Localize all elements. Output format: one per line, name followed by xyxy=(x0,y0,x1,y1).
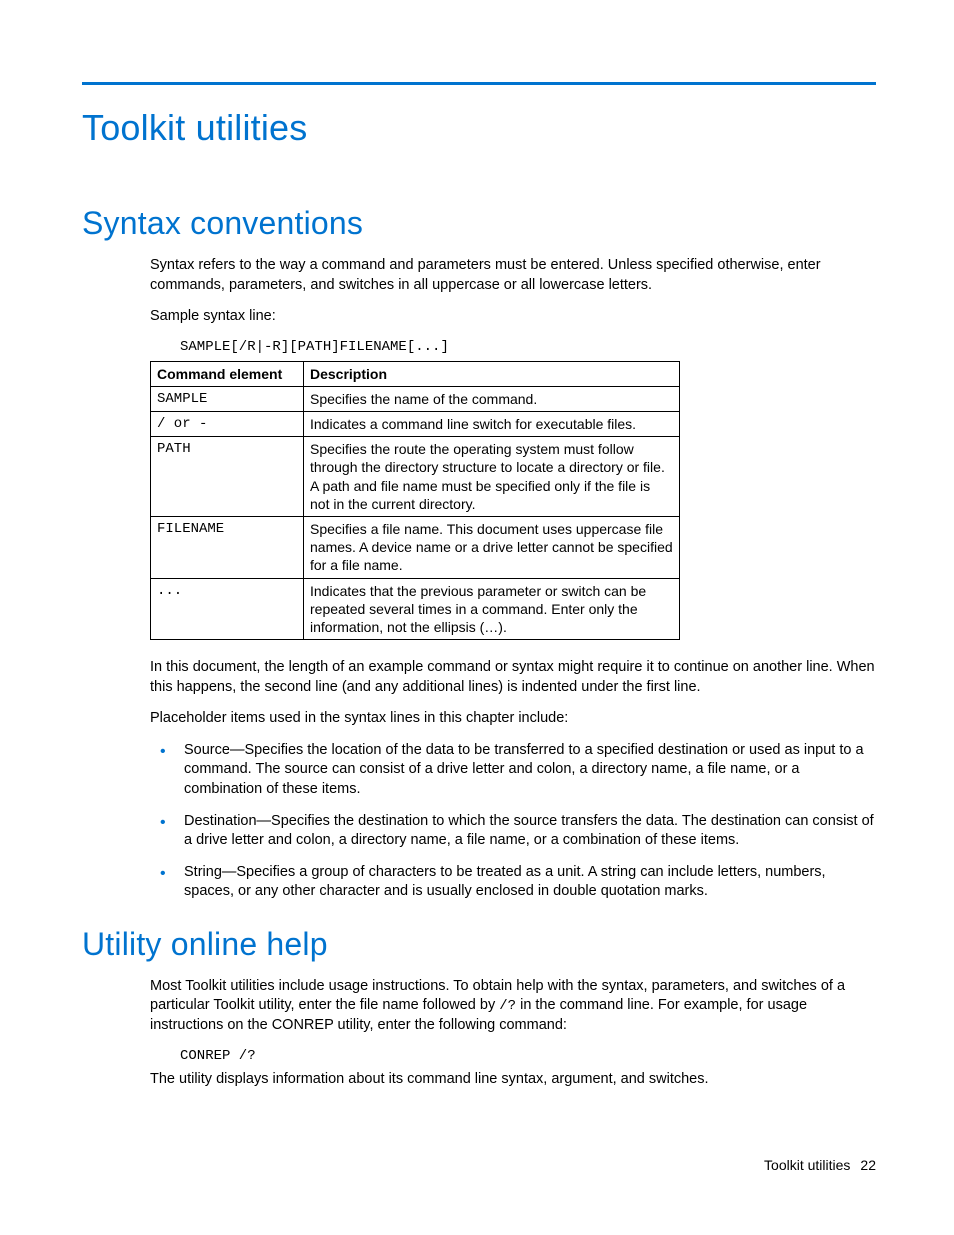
table-header-row: Command element Description xyxy=(151,361,680,386)
placeholders-intro: Placeholder items used in the syntax lin… xyxy=(150,709,876,729)
table-cell-element: / or - xyxy=(151,412,304,437)
section1-body: Syntax refers to the way a command and p… xyxy=(150,256,876,327)
table-cell-element: FILENAME xyxy=(151,517,304,579)
command-element-table: Command element Description SAMPLE Speci… xyxy=(150,361,680,640)
table-row: FILENAME Specifies a file name. This doc… xyxy=(151,517,680,579)
continuation-note: In this document, the length of an examp… xyxy=(150,658,876,697)
page-title: Toolkit utilities xyxy=(82,107,876,149)
section-heading-syntax: Syntax conventions xyxy=(82,205,876,242)
table-row: SAMPLE Specifies the name of the command… xyxy=(151,386,680,411)
table-cell-element: ... xyxy=(151,578,304,640)
syntax-intro: Syntax refers to the way a command and p… xyxy=(150,256,876,295)
footer-text: Toolkit utilities xyxy=(764,1157,850,1173)
page-footer: Toolkit utilities 22 xyxy=(764,1157,876,1173)
table-row: / or - Indicates a command line switch f… xyxy=(151,412,680,437)
table-cell-description: Specifies a file name. This document use… xyxy=(304,517,680,579)
table-header-element: Command element xyxy=(151,361,304,386)
section-heading-help: Utility online help xyxy=(82,926,876,963)
list-item: Destination—Specifies the destination to… xyxy=(150,812,876,851)
table-cell-description: Indicates that the previous parameter or… xyxy=(304,578,680,640)
top-rule xyxy=(82,82,876,85)
table-cell-element: PATH xyxy=(151,437,304,517)
table-row: ... Indicates that the previous paramete… xyxy=(151,578,680,640)
placeholder-list: Source—Specifies the location of the dat… xyxy=(150,741,876,902)
table-row: PATH Specifies the route the operating s… xyxy=(151,437,680,517)
footer-page-number: 22 xyxy=(860,1157,876,1173)
help-para1-code: /? xyxy=(499,998,516,1014)
section2-after-code: The utility displays information about i… xyxy=(150,1070,876,1090)
table-cell-description: Indicates a command line switch for exec… xyxy=(304,412,680,437)
section2-body: Most Toolkit utilities include usage ins… xyxy=(150,977,876,1036)
sample-syntax-code: SAMPLE[/R|-R][PATH]FILENAME[...] xyxy=(180,339,876,355)
help-para2: The utility displays information about i… xyxy=(150,1070,876,1090)
table-cell-description: Specifies the name of the command. xyxy=(304,386,680,411)
help-para1: Most Toolkit utilities include usage ins… xyxy=(150,977,876,1036)
conrep-code: CONREP /? xyxy=(180,1048,876,1064)
sample-label: Sample syntax line: xyxy=(150,307,876,327)
table-cell-element: SAMPLE xyxy=(151,386,304,411)
list-item: String—Specifies a group of characters t… xyxy=(150,863,876,902)
table-cell-description: Specifies the route the operating system… xyxy=(304,437,680,517)
document-page: Toolkit utilities Syntax conventions Syn… xyxy=(0,0,954,1235)
section1-after-table: In this document, the length of an examp… xyxy=(150,658,876,729)
list-item: Source—Specifies the location of the dat… xyxy=(150,741,876,800)
table-header-description: Description xyxy=(304,361,680,386)
